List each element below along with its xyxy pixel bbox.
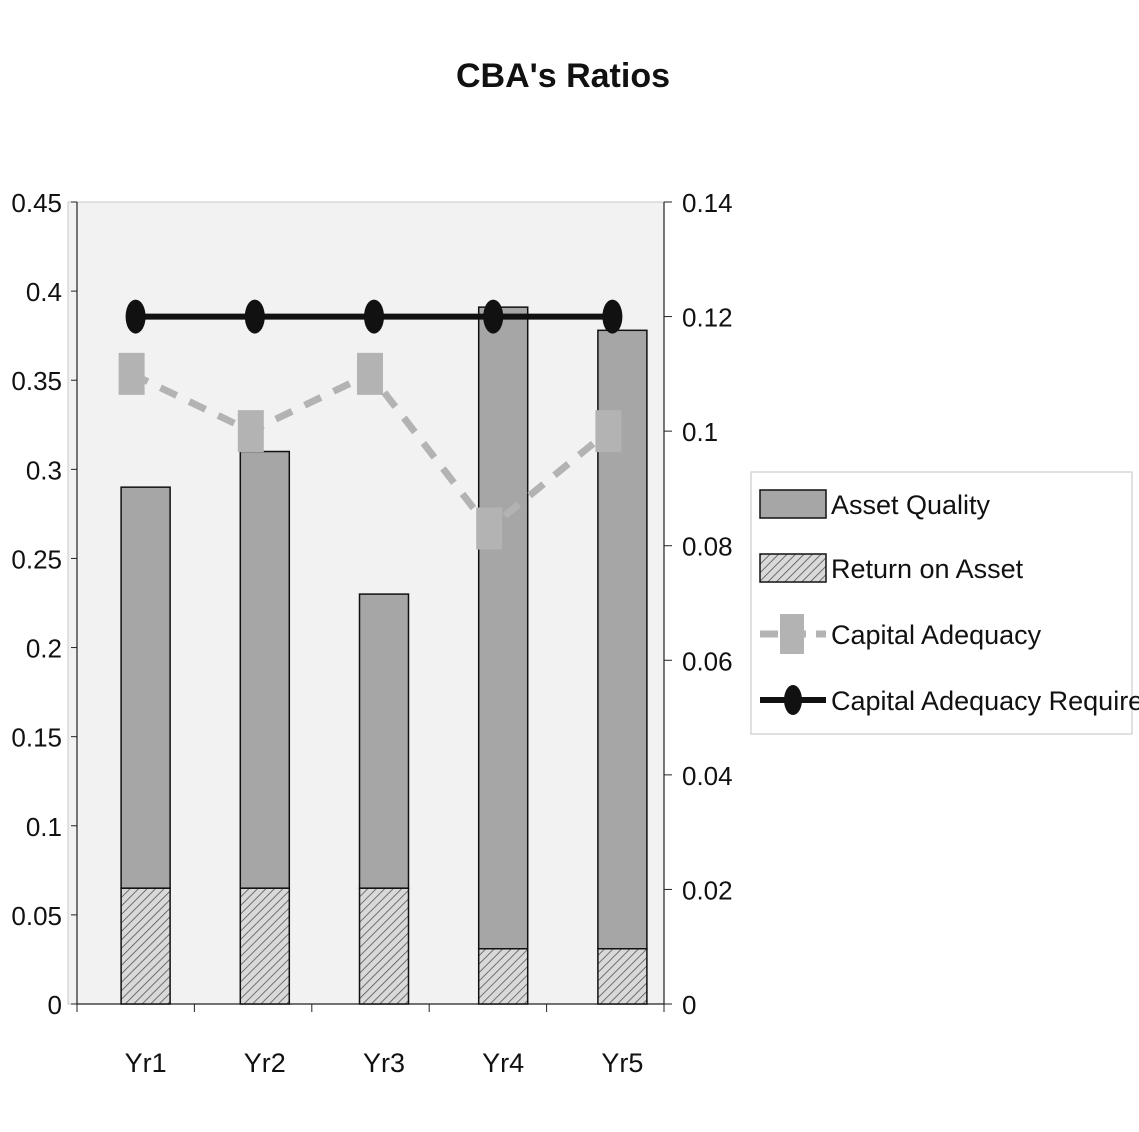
left-axis-tick-label: 0.45 [11, 188, 62, 218]
right-axis-tick-label: 0.08 [682, 532, 733, 562]
right-axis-tick-label: 0.06 [682, 646, 733, 676]
left-axis-tick-label: 0.25 [11, 544, 62, 574]
marker-capital-adequacy [476, 507, 503, 550]
left-axis-tick-label: 0.2 [26, 634, 62, 664]
category-labels: Yr1 Yr2 Yr3 Yr4 Yr5 [125, 1048, 644, 1078]
left-axis-tick-label: 0.15 [11, 723, 62, 753]
legend-label: Capital Adequacy Requirement [831, 686, 1139, 716]
left-axis-tick-label: 0.4 [26, 277, 62, 307]
legend-marker [784, 685, 802, 715]
bar-return-on-asset [120, 887, 171, 1005]
bar-asset-quality [477, 306, 529, 950]
category-label: Yr2 [244, 1048, 286, 1078]
legend: Asset Quality Return on Asset Capital Adeq… [750, 471, 1139, 735]
category-label: Yr5 [601, 1048, 643, 1078]
bar-asset-quality [239, 450, 291, 889]
axes: 0 0.05 0.1 0.15 0.2 0.25 0.3 0.35 0.4 0.45 0 0.02 0.… [11, 188, 732, 1020]
category-label: Yr3 [363, 1048, 405, 1078]
left-axis-tick-label: 0.1 [26, 812, 62, 842]
marker-capital-adequacy [357, 352, 383, 395]
bar-return-on-asset [239, 887, 291, 1005]
marker-capital-adequacy-requirement [364, 299, 384, 334]
bar-asset-quality [358, 593, 410, 889]
left-axis-tick-label: 0.3 [26, 455, 62, 485]
category-label: Yr4 [482, 1048, 524, 1078]
legend-label: Asset Quality [831, 490, 991, 520]
left-axis-tick-label: 0.05 [11, 901, 62, 931]
bar-return-on-asset [358, 887, 410, 1005]
legend-label: Capital Adequacy [831, 620, 1042, 650]
marker-capital-adequacy-requirement [244, 299, 265, 334]
legend-swatch [759, 553, 827, 583]
bar-return-on-asset [597, 948, 648, 1005]
bar-return-on-asset [477, 948, 529, 1005]
marker-capital-adequacy-requirement [125, 299, 146, 334]
right-axis-tick-label: 0.04 [682, 761, 733, 791]
left-axis-tick-label: 0.35 [11, 366, 62, 396]
chart-title: CBA's Ratios [456, 57, 670, 95]
right-axis-tick-label: 0.02 [682, 875, 733, 905]
category-label: Yr1 [125, 1048, 167, 1078]
marker-capital-adequacy-requirement [602, 299, 623, 334]
right-axis-tick-label: 0.1 [682, 417, 718, 447]
bars [120, 306, 648, 1005]
legend-swatch [759, 489, 827, 519]
marker-capital-adequacy [118, 352, 145, 395]
right-axis-tick-label: 0 [682, 990, 696, 1020]
legend-marker [780, 614, 804, 654]
right-axis-tick-label: 0.12 [682, 303, 733, 333]
marker-capital-adequacy [595, 410, 622, 453]
right-axis-tick-label: 0.14 [682, 188, 733, 218]
marker-capital-adequacy-requirement [483, 299, 504, 334]
lines [118, 299, 623, 550]
bar-asset-quality [120, 486, 171, 889]
left-axis-tick-label: 0 [48, 990, 62, 1020]
marker-capital-adequacy [237, 410, 264, 453]
legend-label: Return on Asset [831, 554, 1024, 584]
